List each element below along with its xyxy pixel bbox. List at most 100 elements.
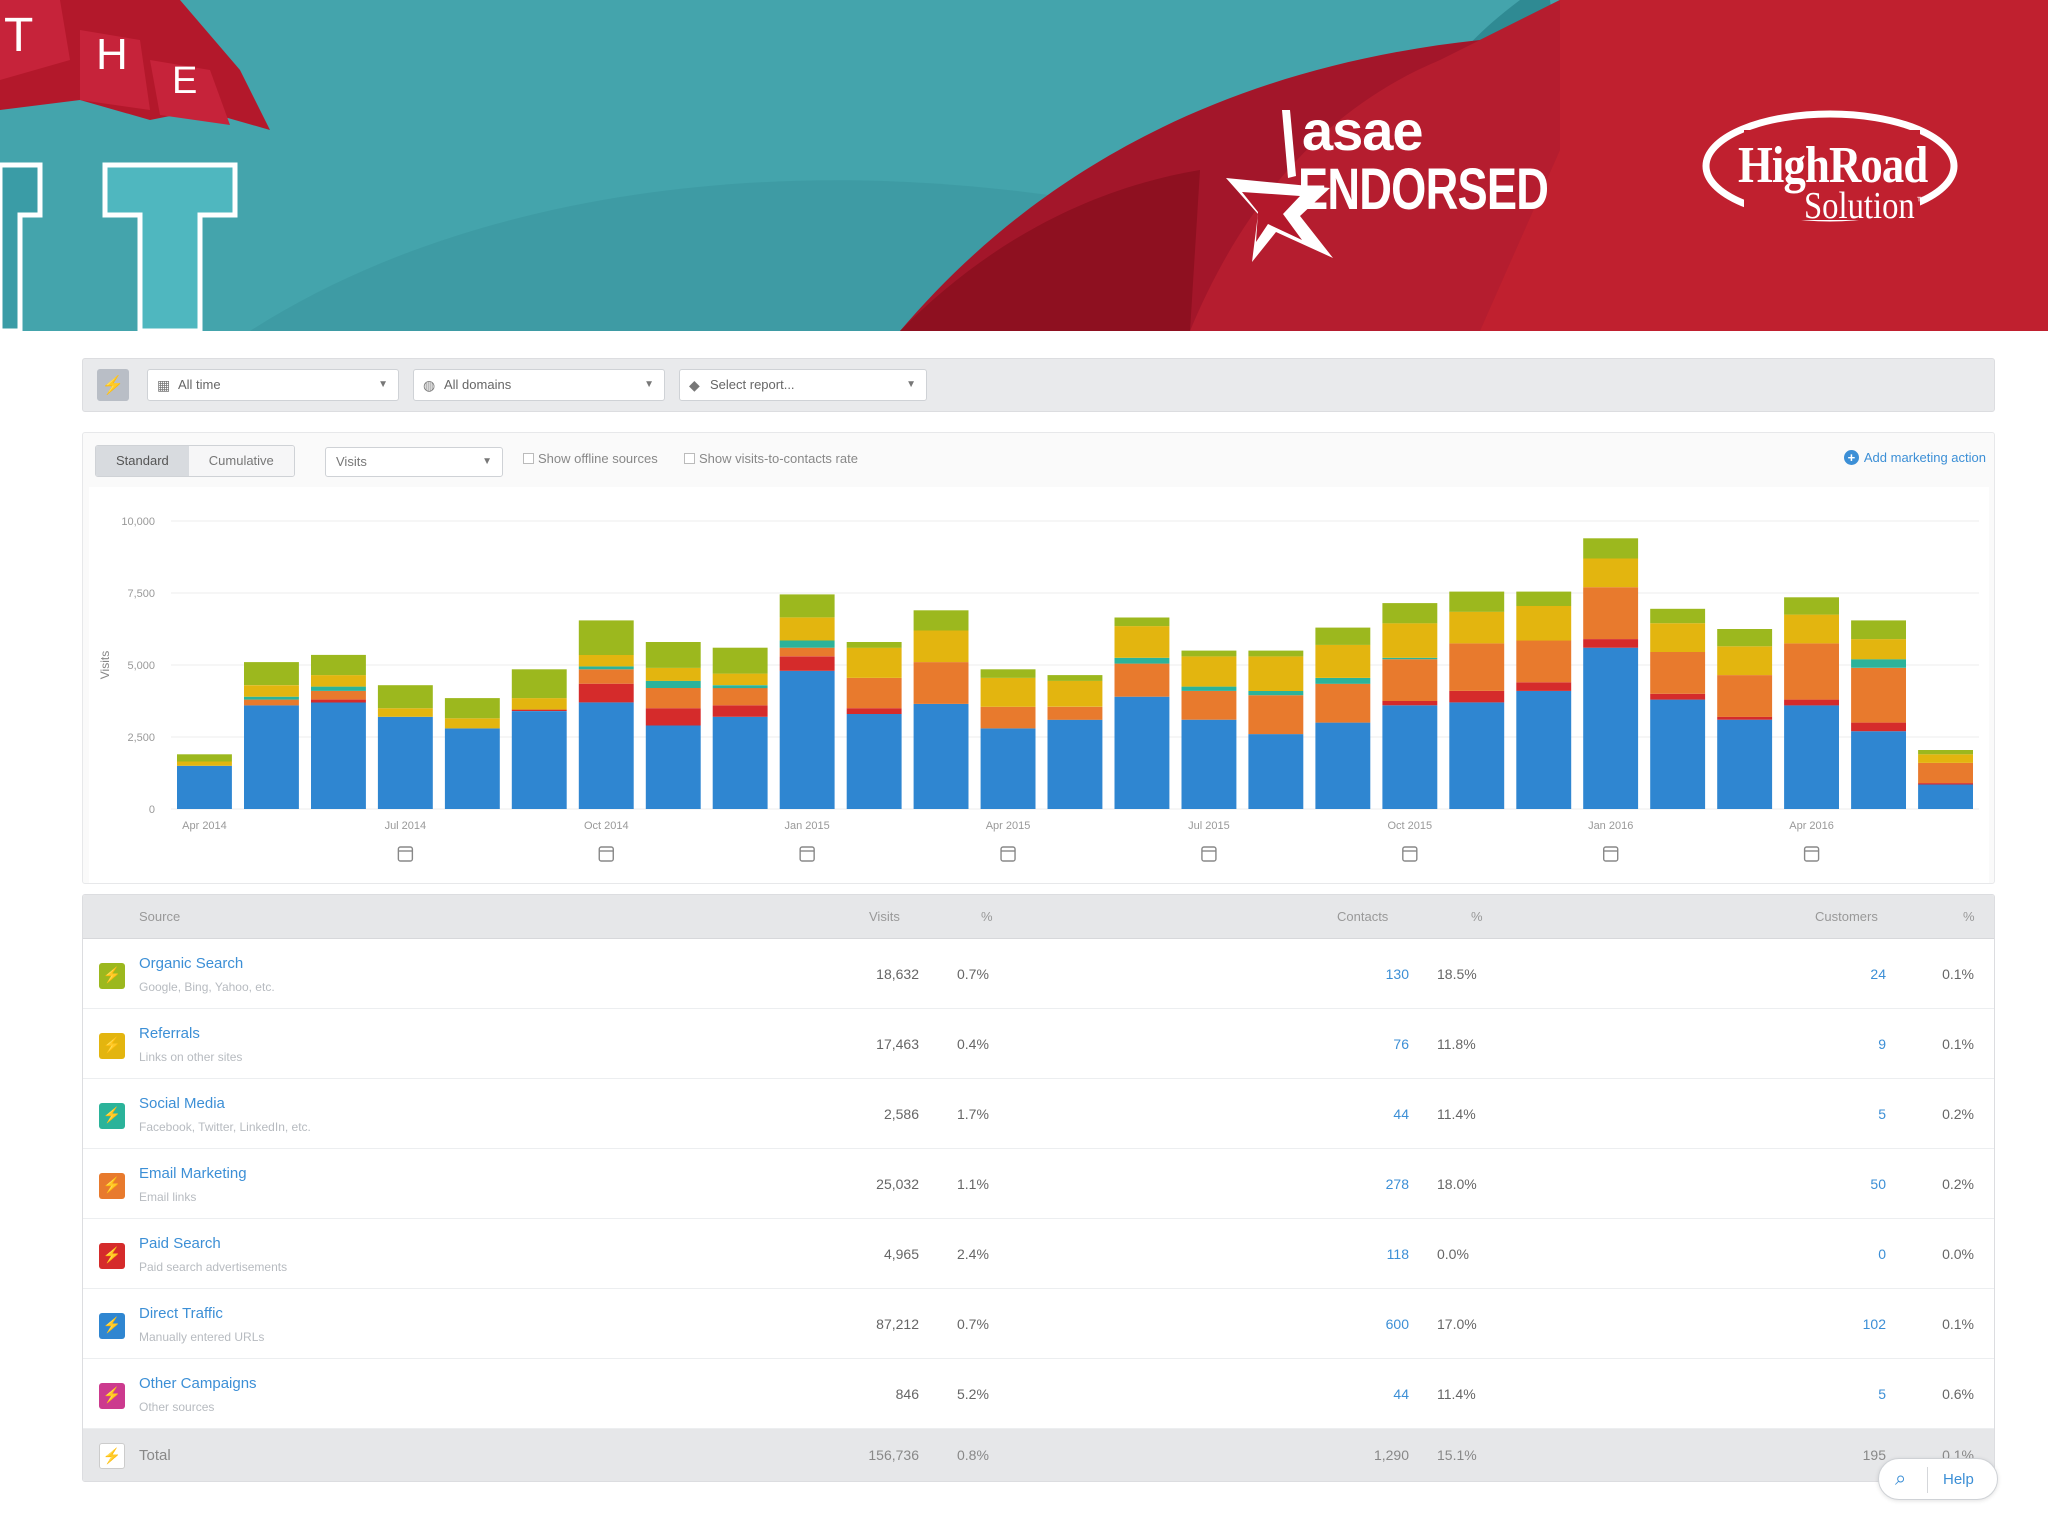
chevron-down-icon: ▼ [378, 379, 388, 390]
bar-segment [1583, 639, 1639, 648]
visits-pct-value: 0.7% [957, 1316, 989, 1332]
y-tick-label: 10,000 [121, 516, 155, 528]
contacts-link[interactable]: 76 [1393, 1036, 1409, 1052]
contacts-link[interactable]: 278 [1385, 1176, 1409, 1192]
customers-pct-value: 0.1% [1942, 1316, 1974, 1332]
bar-segment [1114, 696, 1170, 809]
bar-segment [1851, 722, 1906, 732]
sources-report-button[interactable]: ⚡ [97, 369, 129, 401]
x-tick-label: Jan 2015 [785, 820, 830, 832]
report-value: Select report... [710, 377, 795, 392]
bar-segment [177, 765, 232, 809]
visits-value: 18,632 [876, 966, 919, 982]
bar-segment [1449, 702, 1505, 809]
bar-segment [1315, 627, 1371, 645]
customers-link[interactable]: 9 [1878, 1036, 1886, 1052]
bar-segment [712, 705, 768, 717]
header-contacts[interactable]: Contacts [1337, 909, 1389, 924]
y-tick-label: 7,500 [127, 588, 155, 600]
contacts-pct-value: 11.4% [1437, 1386, 1476, 1402]
bar-segment [1449, 611, 1505, 644]
header-source[interactable]: Source [139, 909, 181, 924]
total-visits-pct: 0.8% [957, 1447, 989, 1463]
bar-segment [712, 647, 768, 674]
source-name-link[interactable]: Organic Search [139, 955, 244, 972]
source-description: Manually entered URLs [139, 1330, 265, 1344]
time-range-value: All time [178, 377, 221, 392]
bar-segment [1315, 678, 1371, 684]
bar-segment [1248, 650, 1304, 657]
bar-segment [1248, 656, 1304, 691]
bar-segment [244, 696, 299, 700]
asae-logo-text: asae [1302, 99, 1424, 162]
bar-segment [1248, 734, 1304, 809]
time-range-select[interactable]: ▦ All time ▼ [147, 369, 399, 401]
standard-button[interactable]: Standard [96, 446, 189, 476]
bar-segment [1114, 626, 1170, 658]
customers-link[interactable]: 24 [1870, 966, 1886, 982]
visits-pct-value: 2.4% [957, 1246, 989, 1262]
customers-link[interactable]: 50 [1870, 1176, 1886, 1192]
visits-pct-value: 0.7% [957, 966, 989, 982]
metric-select[interactable]: Visits ▼ [325, 447, 503, 477]
source-name-link[interactable]: Referrals [139, 1025, 200, 1042]
bar-segment [244, 662, 299, 686]
source-name-link[interactable]: Social Media [139, 1095, 225, 1112]
bar-segment [913, 610, 969, 631]
cumulative-button[interactable]: Cumulative [188, 446, 294, 476]
source-description: Other sources [139, 1400, 215, 1414]
add-action-label: Add marketing action [1863, 450, 1986, 465]
header-visits[interactable]: Visits [869, 909, 900, 924]
domain-select[interactable]: ◍ All domains ▼ [413, 369, 665, 401]
bar-segment [712, 716, 768, 809]
add-marketing-action-link[interactable]: + Add marketing action [1843, 449, 1986, 467]
x-tick-label: Apr 2015 [986, 820, 1031, 832]
source-icon: ⚡ [99, 1103, 125, 1129]
show-offline-checkbox[interactable]: Show offline sources [523, 451, 658, 467]
header-visits-pct[interactable]: % [981, 909, 993, 924]
header-customers[interactable]: Customers [1815, 909, 1878, 924]
contacts-link[interactable]: 118 [1386, 1246, 1409, 1262]
source-name-link[interactable]: Paid Search [139, 1235, 221, 1252]
contacts-link[interactable]: 44 [1393, 1386, 1409, 1402]
source-icon: ⚡ [99, 1243, 125, 1269]
source-name-link[interactable]: Email Marketing [139, 1165, 247, 1182]
customers-link[interactable]: 5 [1878, 1106, 1886, 1122]
bar-segment [645, 708, 701, 726]
customers-link[interactable]: 0 [1878, 1246, 1886, 1262]
contacts-pct-value: 11.8% [1437, 1036, 1476, 1052]
contacts-link[interactable]: 600 [1385, 1316, 1409, 1332]
bar-segment [1047, 680, 1103, 707]
bar-segment [712, 685, 768, 689]
bar-segment [578, 666, 634, 670]
source-name-link[interactable]: Direct Traffic [139, 1305, 223, 1322]
customers-pct-value: 0.6% [1942, 1386, 1974, 1402]
bar-segment [1382, 659, 1438, 701]
bar-segment [1516, 606, 1572, 641]
contacts-link[interactable]: 130 [1385, 966, 1409, 982]
source-name-link[interactable]: Other Campaigns [139, 1375, 257, 1392]
customers-link[interactable]: 102 [1862, 1316, 1886, 1332]
chevron-down-icon: ▼ [644, 379, 654, 390]
table-row: ⚡ Referrals Links on other sites 17,463 0.4%… [83, 1009, 1994, 1079]
bar-segment [444, 718, 500, 729]
bar-segment [1248, 695, 1304, 735]
report-select[interactable]: ◆ Select report... ▼ [679, 369, 927, 401]
header-contacts-pct[interactable]: % [1471, 909, 1483, 924]
x-tick-label: Apr 2014 [182, 820, 227, 832]
contacts-link[interactable]: 44 [1393, 1106, 1409, 1122]
header-customers-pct[interactable]: % [1963, 909, 1975, 924]
bar-segment [1784, 699, 1839, 706]
bar-segment [311, 675, 366, 687]
help-widget[interactable]: ⌕ Help [1878, 1458, 1998, 1500]
search-icon[interactable]: ⌕ [1895, 1468, 1907, 1490]
marketing-action-marker-icon [1402, 846, 1418, 862]
total-contacts: 1,290 [1373, 1447, 1409, 1463]
show-rate-checkbox[interactable]: Show visits-to-contacts rate [684, 451, 858, 467]
bar-segment [177, 754, 232, 762]
bar-segment [1650, 623, 1706, 652]
x-tick-label: Oct 2015 [1387, 820, 1432, 832]
total-label: Total [139, 1447, 171, 1464]
customers-link[interactable]: 5 [1878, 1386, 1886, 1402]
help-label[interactable]: Help [1943, 1471, 1974, 1488]
